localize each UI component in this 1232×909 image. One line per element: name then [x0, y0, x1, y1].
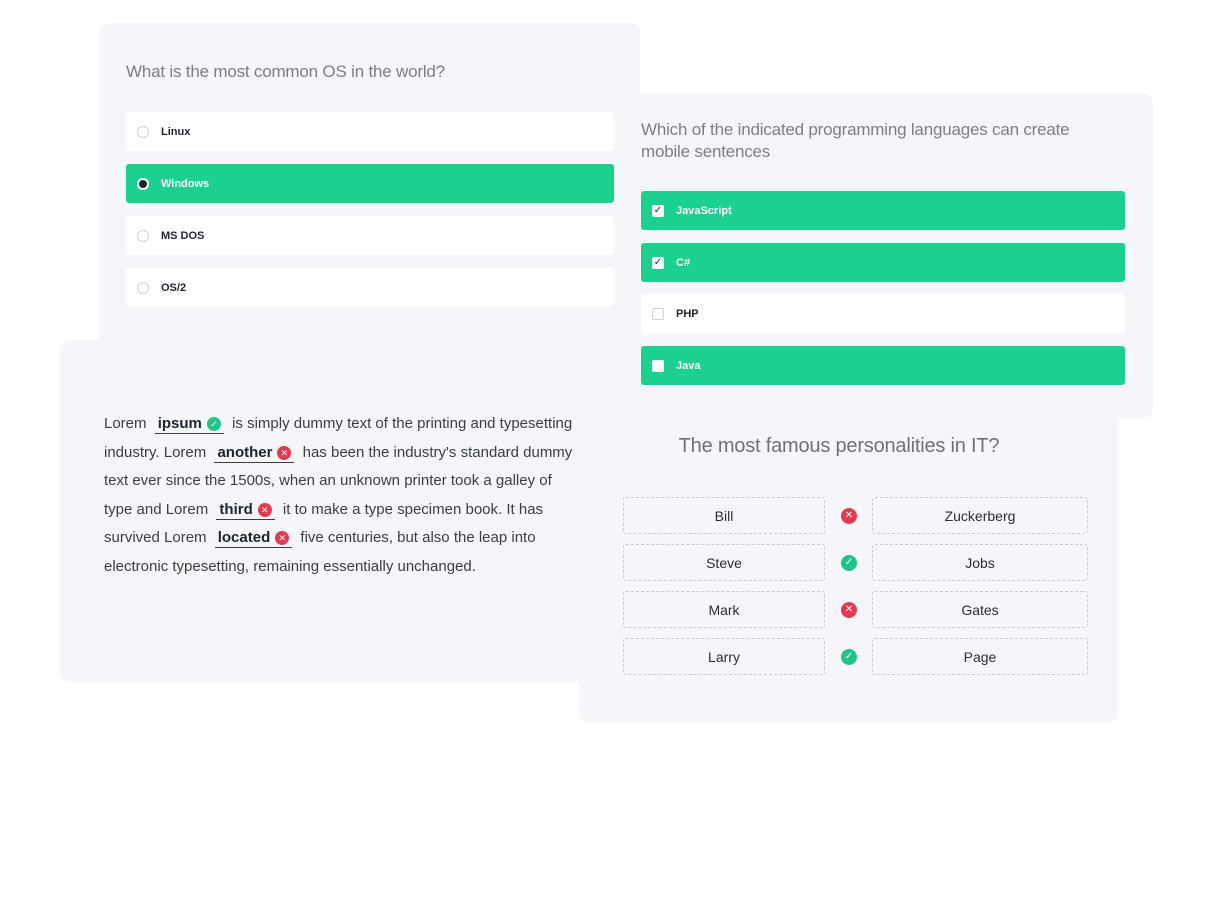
radio-option-linux[interactable]: Linux [126, 112, 614, 151]
x-circle-icon: ✕ [257, 502, 272, 517]
radio-option-windows[interactable]: Windows [126, 164, 614, 203]
checkmark-icon[interactable]: ✓ [652, 256, 664, 269]
text-segment: five centuries, but also the leap into e… [104, 529, 536, 575]
text-segment: Lorem [104, 415, 147, 432]
blank-word: ipsum [157, 415, 202, 432]
match-left-item[interactable]: Steve [623, 544, 825, 581]
check-circle-icon: ✓ [841, 555, 857, 571]
x-circle-icon: ✕ [841, 508, 857, 524]
fill-text-paragraph: Lorem ipsum ✓ is simply dummy text of the… [104, 410, 584, 581]
checkmark-icon[interactable]: ✓ [652, 204, 664, 217]
match-right-item[interactable]: Page [872, 638, 1088, 675]
radio-option-msdos[interactable]: MS DOS [126, 216, 614, 255]
option-label: OS/2 [161, 281, 187, 294]
quiz-card-matching: The most famous personalities in IT? Bil… [579, 393, 1118, 723]
checkbox-option-javascript[interactable]: ✓ JavaScript [641, 191, 1125, 230]
quiz-card-os: What is the most common OS in the world?… [99, 23, 640, 353]
x-circle-icon: ✕ [277, 445, 292, 460]
question-title: What is the most common OS in the world? [126, 62, 445, 81]
option-label: PHP [676, 307, 699, 320]
text-segment: has been the industry's standard dummy t… [104, 443, 573, 518]
blank-word: third [219, 500, 253, 518]
radio-button[interactable] [137, 125, 149, 138]
x-circle-icon: ✕ [275, 531, 290, 545]
match-right-item[interactable]: Gates [872, 591, 1088, 628]
match-left-item[interactable]: Larry [623, 638, 825, 675]
match-right-item[interactable]: Zuckerberg [872, 497, 1088, 534]
text-segment: is simply dummy text of the printing and… [104, 415, 573, 461]
blank-word: another [217, 443, 273, 461]
checkbox-empty[interactable] [652, 359, 664, 372]
blank-answer[interactable]: another ✕ [214, 443, 295, 463]
checkbox-option-php[interactable]: PHP [641, 294, 1125, 333]
radio-option-os2[interactable]: OS/2 [126, 268, 614, 307]
match-left-item[interactable]: Bill [623, 497, 825, 534]
blank-answer[interactable]: ipsum ✓ [154, 415, 224, 434]
check-circle-icon: ✓ [206, 417, 221, 431]
option-label: Java [676, 359, 701, 372]
option-label: Windows [161, 177, 210, 190]
text-segment: it to make a type specimen book. It has … [104, 500, 544, 547]
quiz-card-languages: Which of the indicated programming langu… [614, 93, 1153, 418]
checkbox-option-java[interactable]: Java [641, 346, 1125, 385]
match-right-item[interactable]: Jobs [872, 544, 1088, 581]
option-label: MS DOS [161, 229, 205, 242]
checkbox-empty[interactable] [652, 307, 664, 320]
blank-word: located [217, 529, 271, 546]
option-label: JavaScript [676, 204, 732, 217]
check-circle-icon: ✓ [841, 649, 857, 665]
radio-button-selected[interactable] [137, 177, 149, 190]
blank-answer[interactable]: located ✕ [214, 529, 293, 548]
checkbox-option-csharp[interactable]: ✓ C# [641, 243, 1125, 282]
radio-button[interactable] [137, 281, 149, 294]
match-left-item[interactable]: Mark [623, 591, 825, 628]
quiz-card-fill-text: Lorem ipsum ✓ is simply dummy text of the… [60, 340, 622, 682]
blank-answer[interactable]: third ✕ [216, 500, 275, 520]
option-label: C# [676, 256, 691, 269]
radio-button[interactable] [137, 229, 149, 242]
question-title: Which of the indicated programming langu… [641, 120, 1070, 161]
question-title: The most famous personalities in IT? [678, 435, 1000, 457]
x-circle-icon: ✕ [841, 602, 857, 618]
option-label: Linux [161, 125, 191, 138]
